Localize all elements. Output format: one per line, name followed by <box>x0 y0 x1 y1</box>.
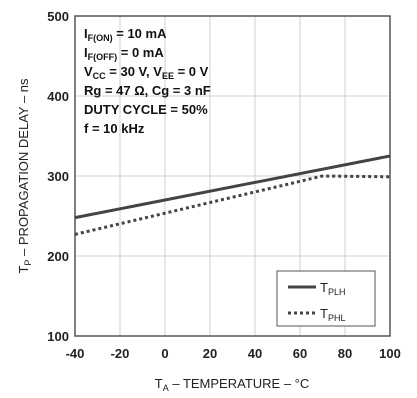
x-tick-label: -20 <box>111 346 130 361</box>
x-axis-label: TA – TEMPERATURE – °C <box>155 376 310 393</box>
legend: TPLH TPHL <box>276 270 376 327</box>
y-tick-labels: 100 200 300 400 500 <box>47 9 69 344</box>
legend-label-tplh: TPLH <box>320 280 345 297</box>
x-tick-label: 20 <box>203 346 217 361</box>
y-tick-label: 300 <box>47 169 69 184</box>
y-tick-label: 100 <box>47 329 69 344</box>
y-tick-label: 200 <box>47 249 69 264</box>
condition-line: IF(ON) = 10 mA <box>84 26 167 43</box>
test-conditions: IF(ON) = 10 mA IF(OFF) = 0 mA VCC = 30 V, … <box>84 26 211 136</box>
condition-line: Rg = 47 Ω, Cg = 3 nF <box>84 83 211 98</box>
series-line-plh <box>74 154 391 220</box>
condition-line: DUTY CYCLE = 50% <box>84 102 208 117</box>
plot-area-frame <box>74 15 391 337</box>
legend-box <box>276 270 376 327</box>
x-tick-label: 40 <box>248 346 262 361</box>
y-tick-label: 500 <box>47 9 69 24</box>
x-tick-labels: -40 -20 0 20 40 60 80 100 <box>66 346 401 361</box>
x-tick-label: -40 <box>66 346 85 361</box>
legend-label-tphl: TPHL <box>320 306 345 323</box>
series-line-phl <box>74 174 391 236</box>
condition-line: f = 10 kHz <box>84 121 145 136</box>
x-tick-label: 60 <box>293 346 307 361</box>
x-tick-label: 100 <box>379 346 401 361</box>
y-axis-label: TP – PROPAGATION DELAY – ns <box>16 78 33 274</box>
condition-line: VCC = 30 V, VEE = 0 V <box>84 64 209 81</box>
x-tick-label: 0 <box>161 346 168 361</box>
y-tick-label: 400 <box>47 89 69 104</box>
condition-line: IF(OFF) = 0 mA <box>84 45 164 62</box>
x-tick-label: 80 <box>338 346 352 361</box>
series-layer <box>74 154 391 236</box>
